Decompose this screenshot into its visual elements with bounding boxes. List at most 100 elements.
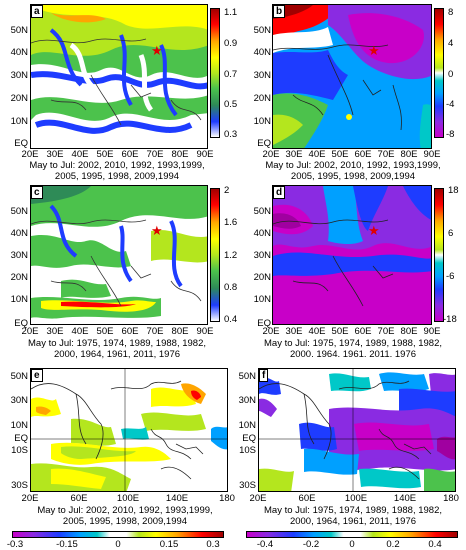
- caption-line2: 2000. 1964. 1961. 2011. 1976: [289, 349, 417, 360]
- ytick: EQ: [14, 138, 28, 149]
- xtick: 70E: [377, 326, 395, 337]
- xtick: 60E: [298, 493, 316, 504]
- ytick: 10S: [11, 445, 28, 456]
- colorbar-tick: 0: [448, 69, 454, 80]
- xtick: 50E: [96, 326, 114, 337]
- ytick: 10S: [239, 445, 256, 456]
- ytick: 30N: [10, 250, 28, 261]
- colorbar-tick: -18: [443, 314, 457, 325]
- xtick: 100E: [344, 493, 368, 504]
- ytick: 50N: [10, 371, 28, 382]
- xtick: 80E: [171, 326, 189, 337]
- colorbar-e: [12, 531, 224, 538]
- ytick: 10N: [10, 116, 28, 127]
- xtick: 70E: [146, 149, 164, 160]
- colorbar-tick: 0.2: [386, 539, 400, 550]
- panel-label-c: c: [31, 186, 43, 199]
- caption-line1: May to Jul: 1975, 1974, 1989, 1988, 1982…: [28, 338, 206, 349]
- colorbar-tick: -8: [446, 129, 455, 140]
- xtick: 20E: [21, 149, 39, 160]
- colorbar-tick: -0.4: [256, 539, 274, 550]
- panel-label-e: e: [31, 369, 43, 382]
- colorbar-tick: 4: [448, 38, 454, 49]
- ytick: 50N: [238, 371, 256, 382]
- caption-line1: May to Jul: 1975, 1974, 1989, 1988, 1982…: [264, 505, 442, 516]
- ytick: EQ: [242, 433, 256, 444]
- xtick: 50E: [96, 149, 114, 160]
- colorbar-tick: -6: [446, 271, 455, 282]
- colorbar-tick: 0.8: [224, 282, 238, 293]
- xtick: 80E: [171, 149, 189, 160]
- colorbar-tick: 0: [115, 539, 121, 550]
- xtick: 60E: [121, 149, 139, 160]
- ytick: 40N: [10, 228, 28, 239]
- colorbar-tick: 0.3: [206, 539, 220, 550]
- ytick: 50N: [253, 25, 271, 36]
- xtick: 50E: [331, 149, 349, 160]
- colorbar-tick: -0.15: [56, 539, 78, 550]
- colorbar-tick: -4: [446, 99, 455, 110]
- xtick: 40E: [71, 326, 89, 337]
- xtick: 50E: [331, 326, 349, 337]
- xtick: 40E: [308, 326, 326, 337]
- map-e: [30, 368, 228, 492]
- xtick: 20E: [262, 149, 280, 160]
- colorbar-tick: 0.7: [224, 69, 238, 80]
- caption-line1: May to Jul: 1975, 1974, 1989, 1988, 1982…: [264, 338, 442, 349]
- caption-line2: 2005, 1995, 1998, 2009,1994: [290, 171, 416, 182]
- map-a-field: [31, 5, 207, 148]
- colorbar-f: [246, 531, 458, 538]
- ytick: 10N: [238, 420, 256, 431]
- colorbar-tick: 0.9: [224, 38, 238, 49]
- xtick: 140E: [393, 493, 417, 504]
- colorbar-a: [210, 8, 220, 138]
- map-b: [272, 4, 432, 149]
- xtick: 100E: [116, 493, 140, 504]
- xtick: 180: [443, 493, 459, 504]
- xtick: 60E: [354, 149, 372, 160]
- ytick: 30S: [239, 480, 256, 491]
- map-b-field: [273, 5, 431, 148]
- xtick: 20E: [21, 493, 39, 504]
- colorbar-tick: 0: [349, 539, 355, 550]
- xtick: 40E: [308, 149, 326, 160]
- xtick: 70E: [377, 149, 395, 160]
- caption-line2: 2000, 1964, 1961, 2011, 1976: [53, 349, 181, 360]
- star-marker-a: ★: [151, 43, 163, 58]
- xtick: 60E: [121, 326, 139, 337]
- xtick: 60E: [70, 493, 88, 504]
- panel-label-b: b: [273, 5, 286, 18]
- ytick: 30N: [253, 70, 271, 81]
- map-d: [272, 185, 432, 325]
- caption-line1: May to Jul: 2002, 2010, 1992, 1993,1999,: [265, 160, 441, 171]
- caption-line2: 2005, 1995, 1998, 2009,1994: [62, 516, 188, 527]
- ytick: 20N: [253, 93, 271, 104]
- xtick: 180: [219, 493, 235, 504]
- xtick: 30E: [285, 326, 303, 337]
- ytick: 30N: [10, 70, 28, 81]
- colorbar-d: [434, 188, 444, 322]
- ytick: 40N: [253, 228, 271, 239]
- ytick: 30N: [10, 395, 28, 406]
- ytick: 20N: [10, 93, 28, 104]
- xtick: 80E: [400, 149, 418, 160]
- xtick: 80E: [400, 326, 418, 337]
- panel-label-a: a: [31, 5, 43, 18]
- ytick: 30N: [238, 395, 256, 406]
- colorbar-tick: 1.1: [224, 7, 238, 18]
- caption-line2: 2000, 1964, 1961, 2011, 1976: [289, 516, 417, 527]
- colorbar-tick: -0.3: [6, 539, 24, 550]
- xtick: 90E: [196, 149, 214, 160]
- colorbar-tick: 0.4: [428, 539, 442, 550]
- colorbar-c: [210, 188, 220, 322]
- xtick: 40E: [71, 149, 89, 160]
- ytick: 30N: [253, 250, 271, 261]
- map-f: [258, 368, 456, 492]
- ytick: 10N: [10, 294, 28, 305]
- xtick: 30E: [285, 149, 303, 160]
- colorbar-tick: 18: [448, 185, 459, 196]
- star-marker-d: ★: [368, 223, 380, 238]
- caption-line1: May to Jul: 2002, 2010, 1992, 1993,1999,: [37, 505, 213, 516]
- panel-label-f: f: [259, 369, 269, 382]
- colorbar-tick: 2: [224, 185, 230, 196]
